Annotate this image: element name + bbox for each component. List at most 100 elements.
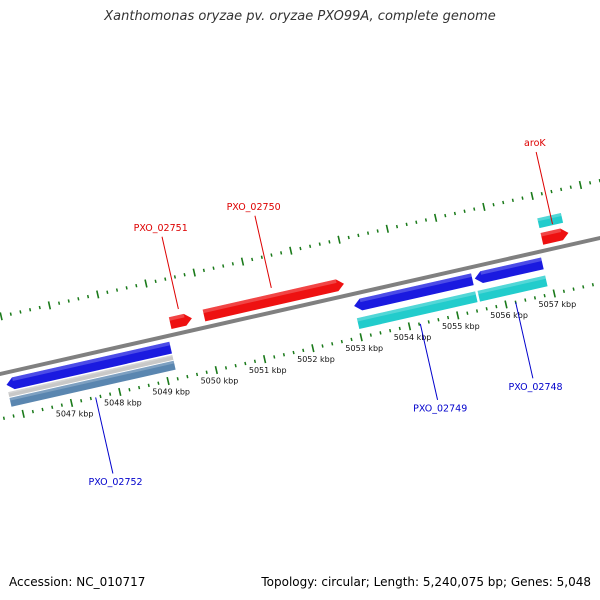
gene-label-pxo-02748[interactable]: PXO_02748 — [509, 382, 563, 393]
outer-ring-minor-tick — [502, 200, 505, 205]
inner-ring-minor-tick — [533, 296, 537, 300]
inner-ring-minor-tick — [282, 353, 286, 357]
outer-ring-minor-tick — [444, 213, 447, 218]
inner-ring-minor-tick — [524, 298, 527, 302]
outer-ring-minor-tick — [318, 242, 321, 246]
inner-ring-minor-tick — [186, 374, 189, 379]
gene-pxo-02752-arrow — [6, 341, 172, 390]
outer-ring-minor-tick — [376, 229, 379, 233]
cds-arok-block — [537, 213, 564, 229]
scale-tick-label: 5056 kbp — [490, 311, 528, 320]
inner-ring-minor-tick — [89, 396, 92, 401]
outer-ring-minor-tick — [328, 240, 331, 244]
inner-ring-minor-tick — [31, 409, 34, 414]
outer-ring-minor-tick — [473, 207, 476, 211]
gene-pxo-02749-arrow — [354, 273, 474, 311]
outer-ring-major-tick — [578, 180, 583, 190]
outer-ring-minor-tick — [357, 233, 360, 238]
outer-ring-minor-tick — [280, 251, 283, 255]
inner-ring-minor-tick — [572, 287, 575, 291]
inner-ring-minor-tick — [157, 381, 160, 385]
outer-ring-minor-tick — [154, 279, 157, 284]
gene-pxo-02752-rna-track-highlight — [8, 354, 173, 394]
outer-ring-minor-tick — [212, 266, 215, 270]
scale-tick-label: 5049 kbp — [152, 388, 190, 397]
outer-ring-minor-tick — [492, 202, 495, 207]
outer-ring-major-tick — [289, 246, 293, 255]
outer-ring-minor-tick — [164, 277, 167, 281]
outer-ring-minor-tick — [415, 220, 418, 224]
inner-ring-minor-tick — [369, 333, 372, 337]
inner-ring-minor-tick — [138, 385, 141, 390]
genome-summary-text: Topology: circular; Length: 5,240,075 bp… — [261, 575, 591, 589]
outer-ring-minor-tick — [106, 290, 109, 294]
outer-ring-minor-tick — [183, 273, 186, 277]
outer-ring-minor-tick — [57, 301, 61, 305]
outer-ring-minor-tick — [251, 257, 254, 262]
gene-label-pxo-02752[interactable]: PXO_02752 — [89, 477, 143, 488]
outer-ring-minor-tick — [366, 231, 370, 235]
inner-ring-major-tick — [456, 311, 460, 320]
gene-arok-arrow — [540, 228, 569, 245]
scale-tick-label: 5052 kbp — [297, 355, 335, 364]
outer-ring-major-tick — [47, 301, 52, 310]
inner-ring-minor-tick — [582, 285, 585, 289]
outer-ring-major-tick — [482, 202, 486, 211]
inner-ring-minor-tick — [147, 383, 150, 388]
outer-ring-minor-tick — [29, 308, 32, 312]
inner-ring-minor-tick — [99, 394, 102, 399]
inner-ring-minor-tick — [253, 359, 257, 364]
gene-label-pxo-02751[interactable]: PXO_02751 — [134, 223, 188, 234]
inner-ring-major-tick — [118, 387, 122, 397]
feature-tracks — [6, 213, 569, 407]
inner-ring-minor-tick — [543, 293, 546, 298]
inner-ring-minor-tick — [41, 407, 44, 412]
gene-pxo-02750-arrow — [202, 279, 344, 322]
outer-ring-minor-tick — [309, 244, 312, 249]
outer-ring-minor-tick — [424, 218, 428, 222]
inner-ring-minor-tick — [2, 416, 6, 420]
cds-pxo-02749-block — [356, 291, 478, 329]
inner-ring-minor-tick — [12, 414, 15, 418]
inner-ring-minor-tick — [128, 388, 131, 392]
outer-ring-major-tick — [385, 224, 390, 233]
gene-label-pxo-02749[interactable]: PXO_02749 — [413, 404, 467, 415]
inner-ring-major-tick — [69, 398, 74, 407]
scale-tick-label: 5055 kbp — [442, 322, 480, 331]
inner-ring-minor-tick — [273, 355, 276, 359]
gene-pxo-02749-arrow-highlight — [359, 273, 472, 303]
gene-label-pxo-02750[interactable]: PXO_02750 — [227, 202, 281, 213]
inner-ring-minor-tick — [379, 331, 382, 335]
inner-ring-minor-tick — [109, 392, 112, 396]
inner-ring-minor-tick — [224, 366, 228, 370]
outer-ring-minor-tick — [540, 192, 543, 196]
scale-labels: 5047 kbp 5048 kbp 5049 kbp 5050 kbp 5051 kbp… — [56, 300, 576, 418]
inner-tick-ring — [2, 283, 594, 420]
leader-line-arok — [535, 151, 554, 225]
inner-ring-minor-tick — [51, 405, 54, 410]
inner-ring-minor-tick — [475, 309, 479, 313]
inner-ring-minor-tick — [437, 318, 440, 322]
inner-ring-minor-tick — [340, 339, 343, 344]
gene-pxo-02751-arrow — [168, 313, 192, 329]
accession-text: Accession: NC_010717 — [9, 575, 146, 589]
inner-ring-minor-tick — [418, 322, 421, 326]
inner-ring-minor-tick — [350, 337, 353, 342]
gene-pxo-02752-rna-block-highlight — [9, 360, 175, 401]
cds-arok-block-highlight — [537, 213, 562, 222]
inner-ring-minor-tick — [446, 315, 450, 320]
scale-tick-label: 5057 kbp — [539, 300, 577, 309]
inner-ring-minor-tick — [205, 370, 208, 374]
outer-ring-major-tick — [240, 257, 245, 266]
scale-tick-label: 5053 kbp — [345, 344, 383, 353]
leader-line-pxo-02752 — [95, 397, 114, 474]
outer-ring-minor-tick — [405, 222, 408, 227]
scale-tick-label: 5048 kbp — [104, 399, 142, 408]
outer-ring-minor-tick — [135, 283, 138, 288]
cds-pxo-02748-block — [477, 275, 548, 302]
outer-ring-minor-tick — [115, 288, 119, 292]
gene-label-arok[interactable]: aroK — [524, 138, 546, 149]
outer-ring-minor-tick — [395, 224, 399, 229]
scale-tick-label: 5047 kbp — [56, 410, 94, 419]
